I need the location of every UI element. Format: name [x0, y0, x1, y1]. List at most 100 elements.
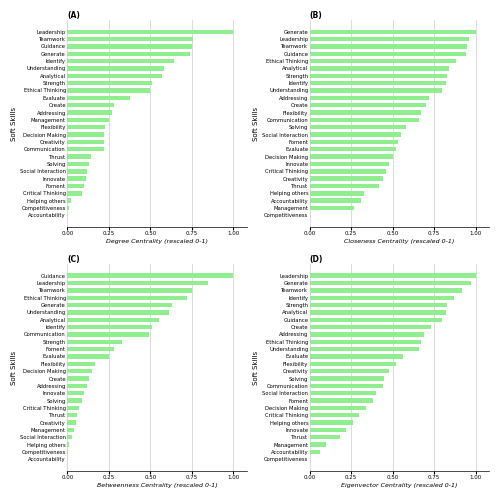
Bar	[68, 340, 122, 344]
Bar	[68, 435, 72, 440]
Bar	[310, 443, 326, 447]
Bar	[68, 51, 190, 56]
Bar	[310, 362, 396, 366]
Bar	[68, 295, 187, 300]
Bar	[310, 303, 448, 307]
Bar	[310, 391, 376, 395]
Bar	[68, 354, 109, 359]
X-axis label: Betweenness Centrality (rescaled 0-1): Betweenness Centrality (rescaled 0-1)	[96, 483, 218, 488]
Bar	[310, 450, 320, 454]
Bar	[310, 340, 421, 344]
Bar	[68, 332, 148, 337]
Bar	[310, 73, 448, 78]
Bar	[310, 44, 468, 48]
Bar	[310, 273, 476, 278]
Bar	[310, 420, 353, 425]
Bar	[68, 177, 86, 181]
Bar	[310, 347, 419, 351]
Bar	[310, 435, 340, 440]
Bar	[310, 59, 456, 63]
Bar	[68, 288, 192, 292]
Bar	[310, 169, 386, 174]
X-axis label: Eigenvector Centrality (rescaled 0-1): Eigenvector Centrality (rescaled 0-1)	[341, 483, 458, 488]
Y-axis label: Soft Skills: Soft Skills	[254, 350, 260, 385]
Bar	[310, 317, 442, 322]
Bar	[68, 29, 233, 34]
Bar	[68, 44, 192, 48]
Bar	[310, 66, 449, 71]
Bar	[310, 288, 462, 292]
Bar	[68, 184, 84, 188]
Bar	[310, 206, 354, 210]
Bar	[310, 29, 476, 34]
Bar	[310, 310, 446, 314]
Bar	[310, 384, 382, 388]
Bar	[68, 73, 162, 78]
Bar	[68, 391, 84, 395]
Bar	[68, 96, 130, 100]
Bar	[310, 184, 380, 188]
Bar	[310, 51, 466, 56]
Bar	[68, 140, 104, 144]
Bar	[310, 281, 470, 285]
Bar	[310, 406, 366, 410]
Bar	[310, 162, 390, 166]
Bar	[68, 191, 82, 196]
Bar	[68, 310, 168, 314]
Text: (D): (D)	[310, 255, 323, 264]
Text: (A): (A)	[68, 11, 80, 20]
Bar	[310, 154, 392, 159]
Bar	[68, 325, 152, 329]
Bar	[310, 332, 424, 337]
Bar	[68, 376, 89, 381]
Bar	[68, 398, 82, 403]
Bar	[310, 103, 426, 107]
Bar	[68, 362, 96, 366]
Bar	[310, 140, 398, 144]
Bar	[68, 406, 79, 410]
Bar	[68, 317, 158, 322]
Bar	[68, 118, 109, 122]
Bar	[310, 295, 454, 300]
Bar	[310, 132, 401, 137]
Bar	[68, 384, 87, 388]
Text: (C): (C)	[68, 255, 80, 264]
Bar	[68, 59, 174, 63]
Bar	[310, 354, 402, 359]
X-axis label: Closeness Centrality (rescaled 0-1): Closeness Centrality (rescaled 0-1)	[344, 239, 455, 244]
Bar	[68, 154, 90, 159]
Bar	[68, 147, 104, 152]
Bar	[68, 443, 69, 447]
Bar	[68, 347, 114, 351]
Bar	[310, 413, 360, 418]
Bar	[310, 325, 431, 329]
Bar	[310, 147, 396, 152]
Bar	[68, 162, 89, 166]
Bar	[310, 118, 419, 122]
Bar	[68, 206, 69, 210]
Bar	[310, 37, 469, 41]
Bar	[68, 273, 233, 278]
Y-axis label: Soft Skills: Soft Skills	[11, 106, 17, 141]
Bar	[310, 96, 429, 100]
Bar	[310, 428, 346, 432]
Bar	[68, 420, 76, 425]
Bar	[310, 191, 364, 196]
Bar	[310, 88, 442, 93]
Bar	[68, 199, 70, 203]
Bar	[68, 110, 112, 115]
Bar	[310, 177, 382, 181]
Bar	[68, 169, 87, 174]
Bar	[310, 81, 446, 85]
Y-axis label: Soft Skills: Soft Skills	[11, 350, 17, 385]
Bar	[310, 369, 390, 373]
Bar	[68, 428, 74, 432]
Bar	[68, 281, 208, 285]
Bar	[68, 81, 152, 85]
Bar	[68, 125, 106, 129]
Bar	[68, 369, 92, 373]
Y-axis label: Soft Skills: Soft Skills	[254, 106, 260, 141]
Bar	[310, 199, 361, 203]
Bar	[310, 110, 421, 115]
Bar	[310, 376, 384, 381]
